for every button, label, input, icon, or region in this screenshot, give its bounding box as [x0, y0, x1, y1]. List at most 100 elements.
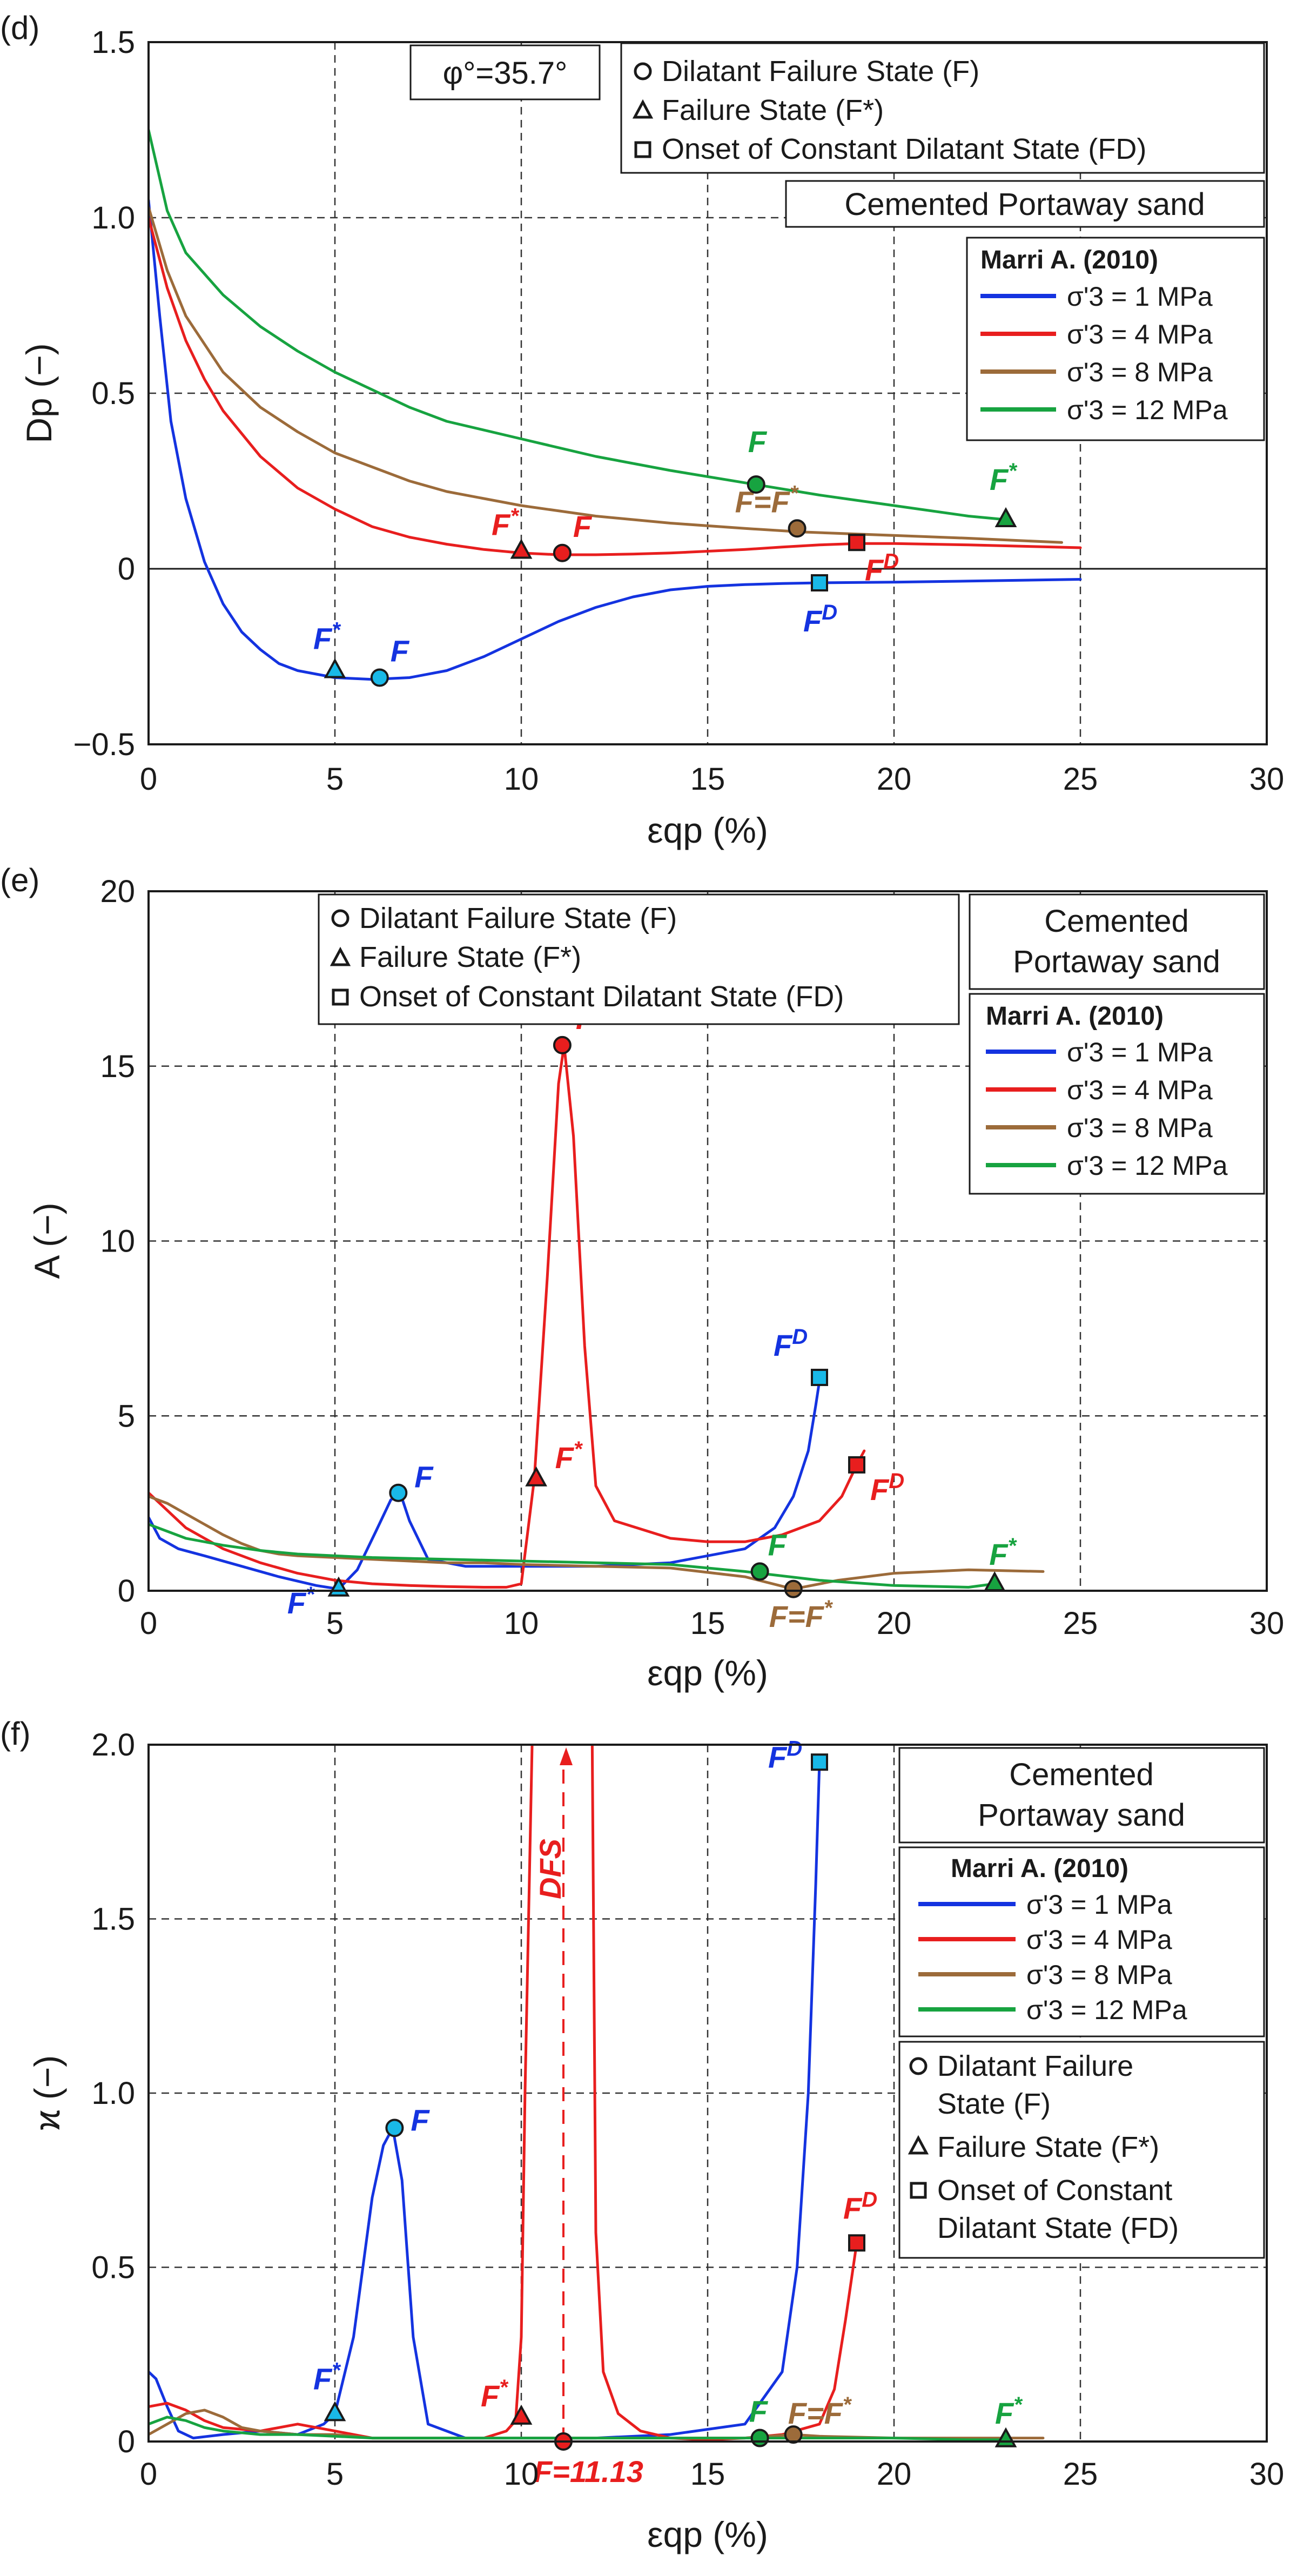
- dfs-arrow-head-icon: [560, 1747, 573, 1765]
- x-tick-label: 0: [140, 762, 157, 797]
- panel-e-tag: (e): [0, 862, 39, 898]
- y-tick-label: 1.5: [91, 25, 135, 60]
- marker-triangle: [324, 2401, 346, 2422]
- marker-label-superscript: D: [862, 2188, 877, 2211]
- panel-e-series-legend-frame: [969, 993, 1265, 1195]
- panel-e-y-ticks: 0 5 10 15 20: [100, 874, 135, 1609]
- marker-label: F: [414, 1460, 434, 1494]
- panel-d-material-text: Cemented Portaway sand: [844, 187, 1205, 222]
- marker-label: F*: [481, 2376, 509, 2413]
- panel-f-frame: [147, 1744, 1268, 2443]
- panel-d-material-box: Cemented Portaway sand: [785, 180, 1265, 228]
- y-tick-label: 0: [118, 2424, 135, 2459]
- y-tick-label: −0.5: [73, 727, 136, 762]
- marker-label-superscript: *: [306, 1583, 315, 1606]
- panel-f-legend-dilatant-2: State (F): [937, 2088, 1051, 2120]
- series-clip-group: [149, 1044, 1045, 1591]
- panel-d-state-legend: Dilatant Failure State (F) Failure State…: [620, 42, 1265, 174]
- y-tick-label: 1.0: [91, 200, 135, 236]
- panel-e-x-ticks: 0 5 10 15 20 25 30: [140, 1606, 1284, 1641]
- panel-f: (f) DFS F* F FD F* F=11.13 FD F=F* F F* 0 5 10 15 20…: [0, 1716, 1284, 2554]
- panel-d-legend-dilatant: Dilatant Failure State (F): [662, 55, 979, 88]
- marker-triangle: [994, 507, 1017, 527]
- dfs-annotation: DFS: [533, 1747, 573, 2442]
- phi-text: φ°=35.7°: [443, 56, 568, 91]
- marker-circle: [784, 1579, 803, 1598]
- legend-circle-icon: [331, 909, 350, 927]
- panel-d-state-legend-frame: [620, 42, 1265, 174]
- panel-d-legend-onset: Onset of Constant Dilatant State (FD): [662, 133, 1146, 165]
- y-tick-label: 0.5: [91, 2250, 135, 2285]
- panel-e-grid: [149, 891, 1267, 1591]
- marker-label: F*: [287, 1583, 315, 1620]
- marker-label: F: [573, 509, 593, 543]
- panel-e-legend-failure: Failure State (F*): [359, 941, 581, 973]
- y-tick-label: 10: [100, 1224, 135, 1259]
- marker-label: F*: [492, 505, 520, 542]
- marker-label-superscript: *: [574, 1437, 583, 1461]
- panel-f-grid: [149, 1745, 1267, 2442]
- dfs-label: DFS: [533, 1839, 567, 1899]
- marker-circle: [553, 543, 572, 562]
- marker-circle: [370, 668, 389, 687]
- x-tick-label: 20: [877, 1606, 912, 1641]
- marker-label: F*: [313, 618, 341, 656]
- x-tick-label: 15: [690, 762, 725, 797]
- marker-triangle: [510, 2404, 533, 2425]
- marker-square: [811, 1369, 828, 1387]
- panel-e-state-legend-frame: [318, 893, 960, 1025]
- y-tick-label: 0: [118, 551, 135, 587]
- marker-label: F=11.13: [534, 2454, 643, 2488]
- marker-label-superscript: D: [889, 1469, 904, 1493]
- series-line-1: [149, 1760, 821, 2440]
- panel-f-legend-onset-2: Dilatant State (FD): [937, 2212, 1179, 2244]
- marker-square: [848, 1456, 865, 1474]
- x-tick-label: 25: [1063, 762, 1098, 797]
- legend-triangle-icon: [908, 2135, 929, 2155]
- legend-square-icon: [332, 988, 349, 1006]
- marker-label-superscript: *: [843, 2393, 852, 2417]
- x-tick-label: 5: [326, 1606, 344, 1641]
- marker-label: F=F*: [769, 1596, 834, 1633]
- x-tick-label: 30: [1249, 762, 1285, 797]
- panel-d-material-frame: [785, 180, 1265, 228]
- marker-label-superscript: D: [883, 549, 899, 573]
- marker-label: F*: [313, 2358, 341, 2396]
- marker-square: [848, 2234, 865, 2252]
- panel-f-y-ticks: 0 0.5 1.0 1.5 2.0: [91, 1727, 135, 2459]
- panel-f-legend-s3: σ'3 = 8 MPa: [1026, 1960, 1172, 1990]
- marker-label-superscript: D: [822, 601, 837, 624]
- legend-square-icon: [910, 2182, 927, 2199]
- series-line-4: [149, 2416, 1007, 2442]
- series-line-2: [590, 1745, 858, 2442]
- x-tick-label: 10: [504, 1606, 539, 1641]
- panel-d-series-legend-frame: [966, 237, 1265, 441]
- marker-label: F*: [990, 459, 1018, 496]
- panel-d-y-ticks: −0.5 0 0.5 1.0 1.5: [73, 25, 136, 762]
- series-line-3: [149, 206, 1063, 544]
- x-tick-label: 0: [140, 2457, 157, 2492]
- marker-label-superscript: *: [790, 481, 799, 505]
- marker-triangle: [324, 658, 346, 678]
- panel-d-y-label: Dp (−): [19, 343, 59, 443]
- marker-label-superscript: *: [824, 1596, 834, 1620]
- panel-e-x-label: εqp (%): [647, 1653, 768, 1693]
- panel-d-legend-s1: σ'3 = 1 MPa: [1067, 281, 1213, 312]
- x-tick-label: 25: [1063, 2457, 1098, 2492]
- panel-e-material-box: Cemented Portaway sand: [969, 893, 1265, 990]
- x-tick-label: 15: [690, 2457, 725, 2492]
- series-line-1: [149, 1380, 821, 1591]
- marker-label: F: [391, 634, 410, 668]
- marker-circle: [788, 519, 807, 538]
- y-tick-label: 0.5: [91, 376, 135, 411]
- panel-f-legend-s2: σ'3 = 4 MPa: [1026, 1925, 1172, 1955]
- x-tick-label: 0: [140, 1606, 157, 1641]
- x-tick-label: 30: [1249, 1606, 1285, 1641]
- panel-e-legend-dilatant: Dilatant Failure State (F): [359, 902, 677, 934]
- series-line-2: [149, 1044, 866, 1589]
- marker-triangle: [525, 1466, 547, 1487]
- x-tick-label: 20: [877, 2457, 912, 2492]
- panel-d-x-ticks: 0 5 10 15 20 25 30: [140, 762, 1284, 797]
